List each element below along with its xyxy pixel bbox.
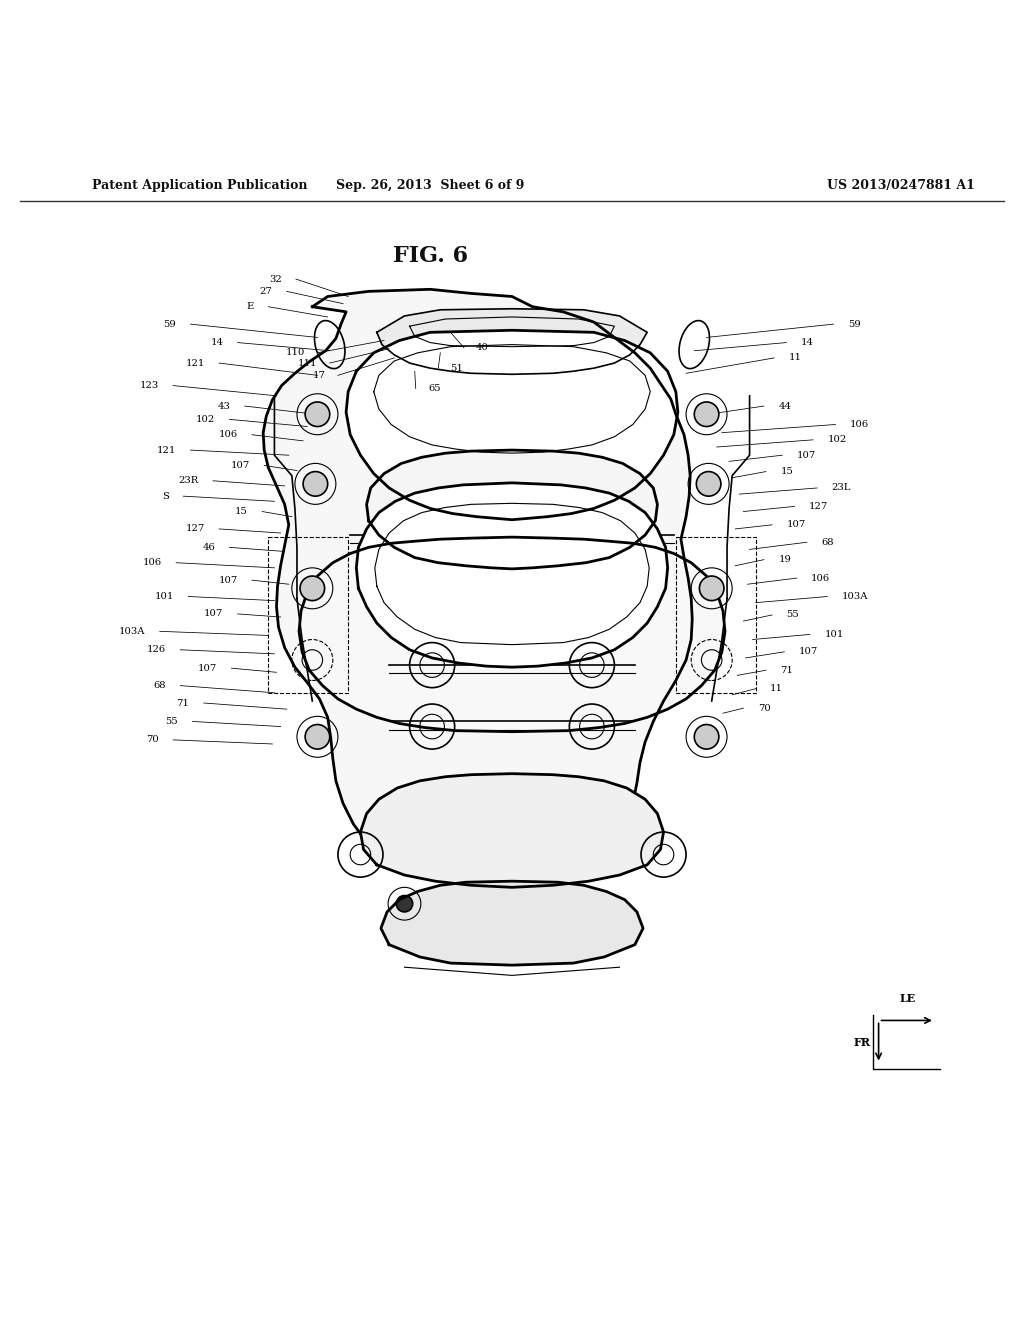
Text: 55: 55: [786, 610, 799, 619]
Text: S: S: [162, 491, 169, 500]
Circle shape: [696, 471, 721, 496]
Text: 32: 32: [269, 275, 282, 284]
Text: 102: 102: [827, 436, 847, 445]
Text: 106: 106: [218, 430, 238, 440]
Text: 27: 27: [260, 286, 272, 296]
Polygon shape: [356, 483, 668, 667]
Polygon shape: [367, 450, 657, 569]
Text: 70: 70: [146, 735, 159, 744]
Polygon shape: [299, 537, 725, 731]
Circle shape: [694, 403, 719, 426]
Text: 127: 127: [809, 502, 828, 511]
Polygon shape: [360, 774, 664, 887]
Circle shape: [305, 725, 330, 748]
Circle shape: [694, 725, 719, 748]
Circle shape: [305, 403, 330, 426]
Text: 121: 121: [157, 446, 176, 454]
Text: 40: 40: [476, 343, 489, 352]
Text: 23L: 23L: [831, 483, 851, 492]
Text: 11: 11: [788, 354, 802, 363]
Circle shape: [699, 576, 724, 601]
Text: 68: 68: [821, 537, 834, 546]
Circle shape: [303, 471, 328, 496]
Text: 70: 70: [758, 704, 770, 713]
Text: FIG. 6: FIG. 6: [392, 244, 468, 267]
Text: 46: 46: [203, 543, 215, 552]
Text: 127: 127: [185, 524, 205, 533]
Text: 123: 123: [139, 381, 159, 391]
Text: 68: 68: [154, 681, 166, 690]
Text: 55: 55: [166, 717, 178, 726]
Text: 15: 15: [234, 507, 248, 516]
Circle shape: [396, 895, 413, 912]
Text: 107: 107: [797, 450, 816, 459]
Text: 102: 102: [196, 414, 215, 424]
Text: 111: 111: [298, 359, 317, 367]
Text: 51: 51: [451, 363, 464, 372]
Text: 121: 121: [185, 359, 205, 367]
Text: 106: 106: [811, 574, 830, 582]
Polygon shape: [377, 309, 647, 375]
Text: 23R: 23R: [178, 477, 199, 486]
Text: 19: 19: [778, 556, 792, 564]
Text: 71: 71: [176, 698, 189, 708]
Text: 14: 14: [801, 338, 814, 347]
Text: 59: 59: [164, 319, 176, 329]
Text: 14: 14: [210, 338, 223, 347]
Text: 107: 107: [799, 647, 818, 656]
Text: 110: 110: [286, 348, 305, 358]
Text: 44: 44: [778, 401, 792, 411]
Text: FR: FR: [853, 1038, 870, 1048]
Text: 43: 43: [217, 401, 230, 411]
Text: 106: 106: [850, 420, 869, 429]
Text: 101: 101: [155, 591, 174, 601]
Text: 15: 15: [780, 467, 794, 477]
Text: 107: 107: [218, 576, 238, 585]
Text: 107: 107: [230, 461, 250, 470]
Text: 126: 126: [146, 645, 166, 655]
Circle shape: [300, 576, 325, 601]
Text: 107: 107: [198, 664, 217, 673]
Text: LE: LE: [899, 993, 915, 1005]
Text: 11: 11: [770, 684, 783, 693]
Text: 65: 65: [428, 384, 440, 393]
Text: 103A: 103A: [119, 627, 145, 636]
Text: 107: 107: [786, 520, 806, 529]
Text: 103A: 103A: [842, 591, 868, 601]
Text: Patent Application Publication: Patent Application Publication: [92, 180, 307, 193]
Text: E: E: [247, 302, 254, 312]
Text: 71: 71: [780, 665, 794, 675]
Polygon shape: [346, 330, 678, 520]
Text: 101: 101: [824, 630, 844, 639]
Text: 17: 17: [312, 371, 326, 380]
Text: US 2013/0247881 A1: US 2013/0247881 A1: [827, 180, 975, 193]
Text: 107: 107: [204, 610, 223, 618]
Text: 59: 59: [848, 319, 860, 329]
Polygon shape: [381, 882, 643, 965]
Text: 106: 106: [142, 558, 162, 568]
Text: Sep. 26, 2013  Sheet 6 of 9: Sep. 26, 2013 Sheet 6 of 9: [336, 180, 524, 193]
Polygon shape: [263, 289, 692, 882]
